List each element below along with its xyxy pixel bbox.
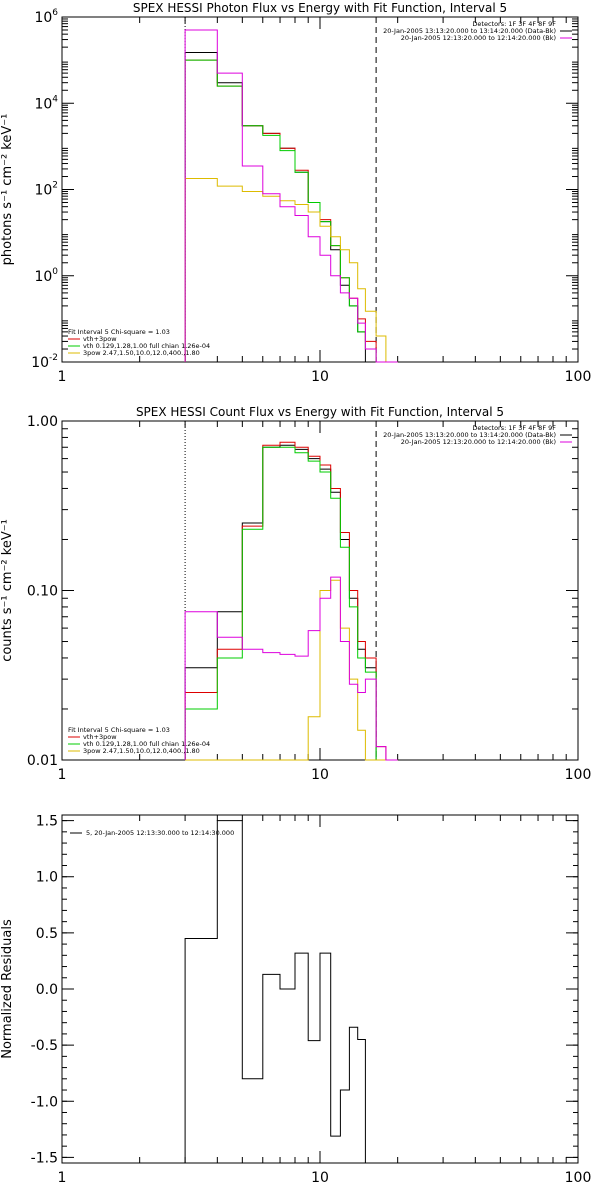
- plot-frame: [61, 16, 579, 363]
- x-tick-label: 1: [58, 369, 67, 385]
- chart-title: SPEX HESSI Count Flux vs Energy with Fit…: [136, 405, 504, 419]
- series-vth-step: [184, 59, 398, 363]
- series-background-step: [184, 29, 398, 363]
- chart-title: SPEX HESSI Photon Flux vs Energy with Fi…: [133, 1, 507, 15]
- y-tick-label: 0.0: [36, 982, 58, 998]
- x-tick-label: 100: [565, 1170, 592, 1186]
- y-tick-label: 106: [34, 8, 58, 26]
- y-tick-exponent: -2: [49, 353, 58, 363]
- y-tick-exponent: 6: [52, 8, 58, 18]
- y-tick-base: 10: [31, 355, 49, 371]
- legend-entry: 20-Jan-2005 13:13:20.000 to 13:14:20.000…: [383, 431, 556, 439]
- y-tick-base: 10: [34, 10, 52, 26]
- y-tick-label: 1.0: [36, 870, 58, 886]
- x-tick-label: 1: [58, 767, 67, 783]
- fit-legend-entry: vth+3pow: [83, 335, 117, 343]
- y-tick-label: 10-2: [31, 353, 58, 371]
- fit-legend-entry: 3pow 2.47,1.50,10.0,12.0,400.,1.80: [83, 747, 200, 755]
- series-5-20-jan-2005-12-13-30-000-to-12-14-30-000-step: [184, 820, 377, 1164]
- x-tick-label: 10: [311, 767, 329, 783]
- y-tick-label: -0.5: [31, 1038, 58, 1054]
- fit-legend-entry: Fit Interval 5 Chi-square = 1.03: [68, 328, 170, 336]
- series-3pow-step: [184, 178, 398, 363]
- y-tick-label: 1.5: [36, 814, 58, 830]
- legend-entry: 20-Jan-2005 13:13:20.000 to 13:14:20.000…: [383, 27, 556, 35]
- y-tick-base: 10: [34, 269, 52, 285]
- y-tick-exponent: 4: [52, 94, 58, 104]
- x-tick-label: 1: [58, 1170, 67, 1186]
- x-tick-label: 10: [311, 1170, 329, 1186]
- fit-legend-entry: Fit Interval 5 Chi-square = 1.03: [68, 726, 170, 734]
- y-tick-label: 104: [34, 94, 58, 112]
- legend-entry: Detectors: 1F 3F 4F 8F 9F: [472, 20, 556, 28]
- y-tick-exponent: 2: [52, 181, 58, 191]
- y-tick-label: 102: [34, 181, 58, 199]
- legend-entry: 5, 20-Jan-2005 12:13:30.000 to 12:14:30.…: [86, 829, 234, 837]
- x-tick-label: 10: [311, 369, 329, 385]
- series-data-step: [184, 52, 398, 363]
- chart-panel-3: 1 10 100 -1.5 -1.0 -0.5 0.0 0.5 1.0 1.5 Normalized…: [0, 814, 591, 1186]
- x-tick-label: 100: [565, 369, 592, 385]
- y-tick-label: -1.5: [31, 1150, 58, 1166]
- y-tick-label: 0.01: [27, 753, 58, 769]
- y-axis-label: Normalized Residuals: [0, 919, 15, 1059]
- series-background-step: [184, 576, 398, 761]
- y-tick-label: 0.10: [27, 584, 58, 600]
- y-tick-base: 10: [34, 96, 52, 112]
- y-tick-exponent: 0: [52, 267, 58, 277]
- legend-entry: 20-Jan-2005 12:13:20.000 to 12:14:20.000…: [401, 34, 556, 42]
- legend-entry: 20-Jan-2005 12:13:20.000 to 12:14:20.000…: [401, 438, 556, 446]
- fit-legend-entry: vth+3pow: [83, 733, 117, 741]
- fit-legend-entry: vth 0.129,1.28,1.00 full chian 1.26e-04: [83, 740, 210, 748]
- y-axis-label: photons s⁻¹ cm⁻² keV⁻¹: [0, 114, 15, 266]
- y-tick-label: 100: [34, 267, 58, 285]
- y-tick-base: 10: [34, 183, 52, 199]
- legend-entry: Detectors: 1F 3F 4F 8F 9F: [472, 424, 556, 432]
- chart-panel-1: SPEX HESSI Photon Flux vs Energy with Fi…: [0, 1, 591, 385]
- series-vth-3pow-step: [184, 59, 398, 363]
- chart-panel-2: SPEX HESSI Count Flux vs Energy with Fit…: [0, 405, 591, 783]
- y-axis-label: counts s⁻¹ cm⁻² keV⁻¹: [0, 519, 15, 662]
- y-tick-label: 1.00: [27, 414, 58, 430]
- series-vth-3pow-step: [184, 441, 398, 761]
- y-tick-label: 0.5: [36, 926, 58, 942]
- fit-legend-entry: 3pow 2.47,1.50,10.0,12.0,400.,1.80: [83, 349, 200, 357]
- x-tick-label: 100: [565, 767, 592, 783]
- fit-legend-entry: vth 0.129,1.28,1.00 full chian 1.26e-04: [83, 342, 210, 350]
- series-data-step: [184, 444, 398, 761]
- series-vth-step: [184, 446, 398, 761]
- y-tick-label: -1.0: [31, 1094, 58, 1110]
